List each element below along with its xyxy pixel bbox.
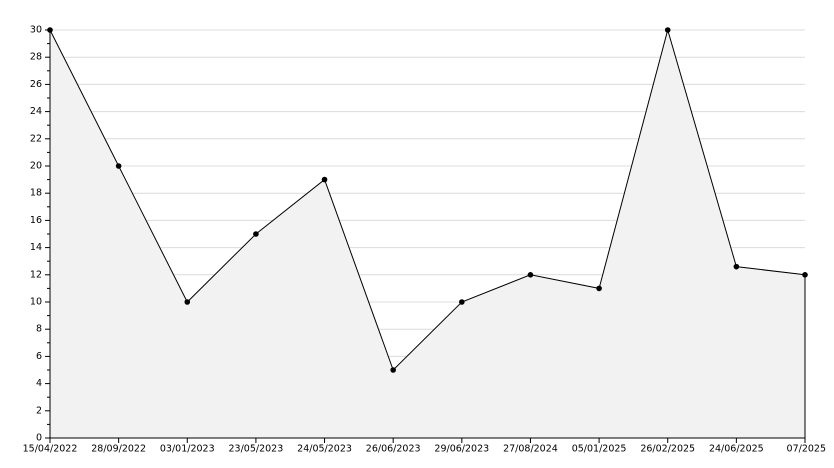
x-tick-label: 24/06/2025	[709, 444, 764, 455]
y-tick-label: 20	[30, 161, 42, 172]
y-tick-label: 12	[30, 269, 42, 280]
point	[596, 285, 602, 292]
x-tick-label: 26/06/2023	[366, 444, 421, 455]
y-tick-label: 28	[30, 52, 42, 63]
y-tick-label: 0	[36, 433, 42, 444]
x-tick-label: 24/05/2023	[297, 444, 352, 455]
x-tick-label: 03/01/2023	[160, 444, 215, 455]
x-tick-label: 15/04/2022	[23, 444, 78, 455]
point	[253, 231, 259, 237]
x-tick-label: 07/2025	[787, 444, 826, 455]
area-fill	[50, 30, 805, 438]
y-tick-label: 8	[36, 324, 42, 335]
y-tick-label: 16	[30, 215, 42, 226]
y-tick-label: 18	[30, 188, 42, 199]
y-tick-label: 2	[36, 405, 42, 416]
y-tick-label: 24	[30, 106, 42, 117]
point	[321, 176, 328, 183]
y-tick-label: 10	[30, 297, 42, 308]
x-tick-label: 28/09/2022	[91, 444, 146, 455]
y-tick-label: 14	[30, 242, 42, 253]
x-tick-label: 27/08/2024	[503, 444, 558, 455]
x-tick-label: 26/02/2025	[640, 444, 695, 455]
x-tick-label: 29/06/2023	[434, 444, 489, 455]
point	[459, 299, 465, 305]
point	[527, 272, 534, 278]
y-tick-label: 30	[30, 25, 42, 36]
x-tick-label: 23/05/2023	[229, 444, 284, 455]
y-tick-label: 26	[30, 79, 42, 90]
y-tick-label: 4	[36, 378, 42, 389]
point	[664, 27, 671, 33]
x-tick-label: 05/01/2025	[572, 444, 627, 455]
point	[733, 263, 740, 270]
y-tick-label: 22	[30, 133, 42, 144]
point	[184, 299, 191, 305]
line	[49, 28, 806, 371]
point	[802, 272, 808, 278]
point	[115, 163, 122, 169]
point	[390, 367, 396, 373]
y-tick-label: 6	[36, 351, 42, 362]
